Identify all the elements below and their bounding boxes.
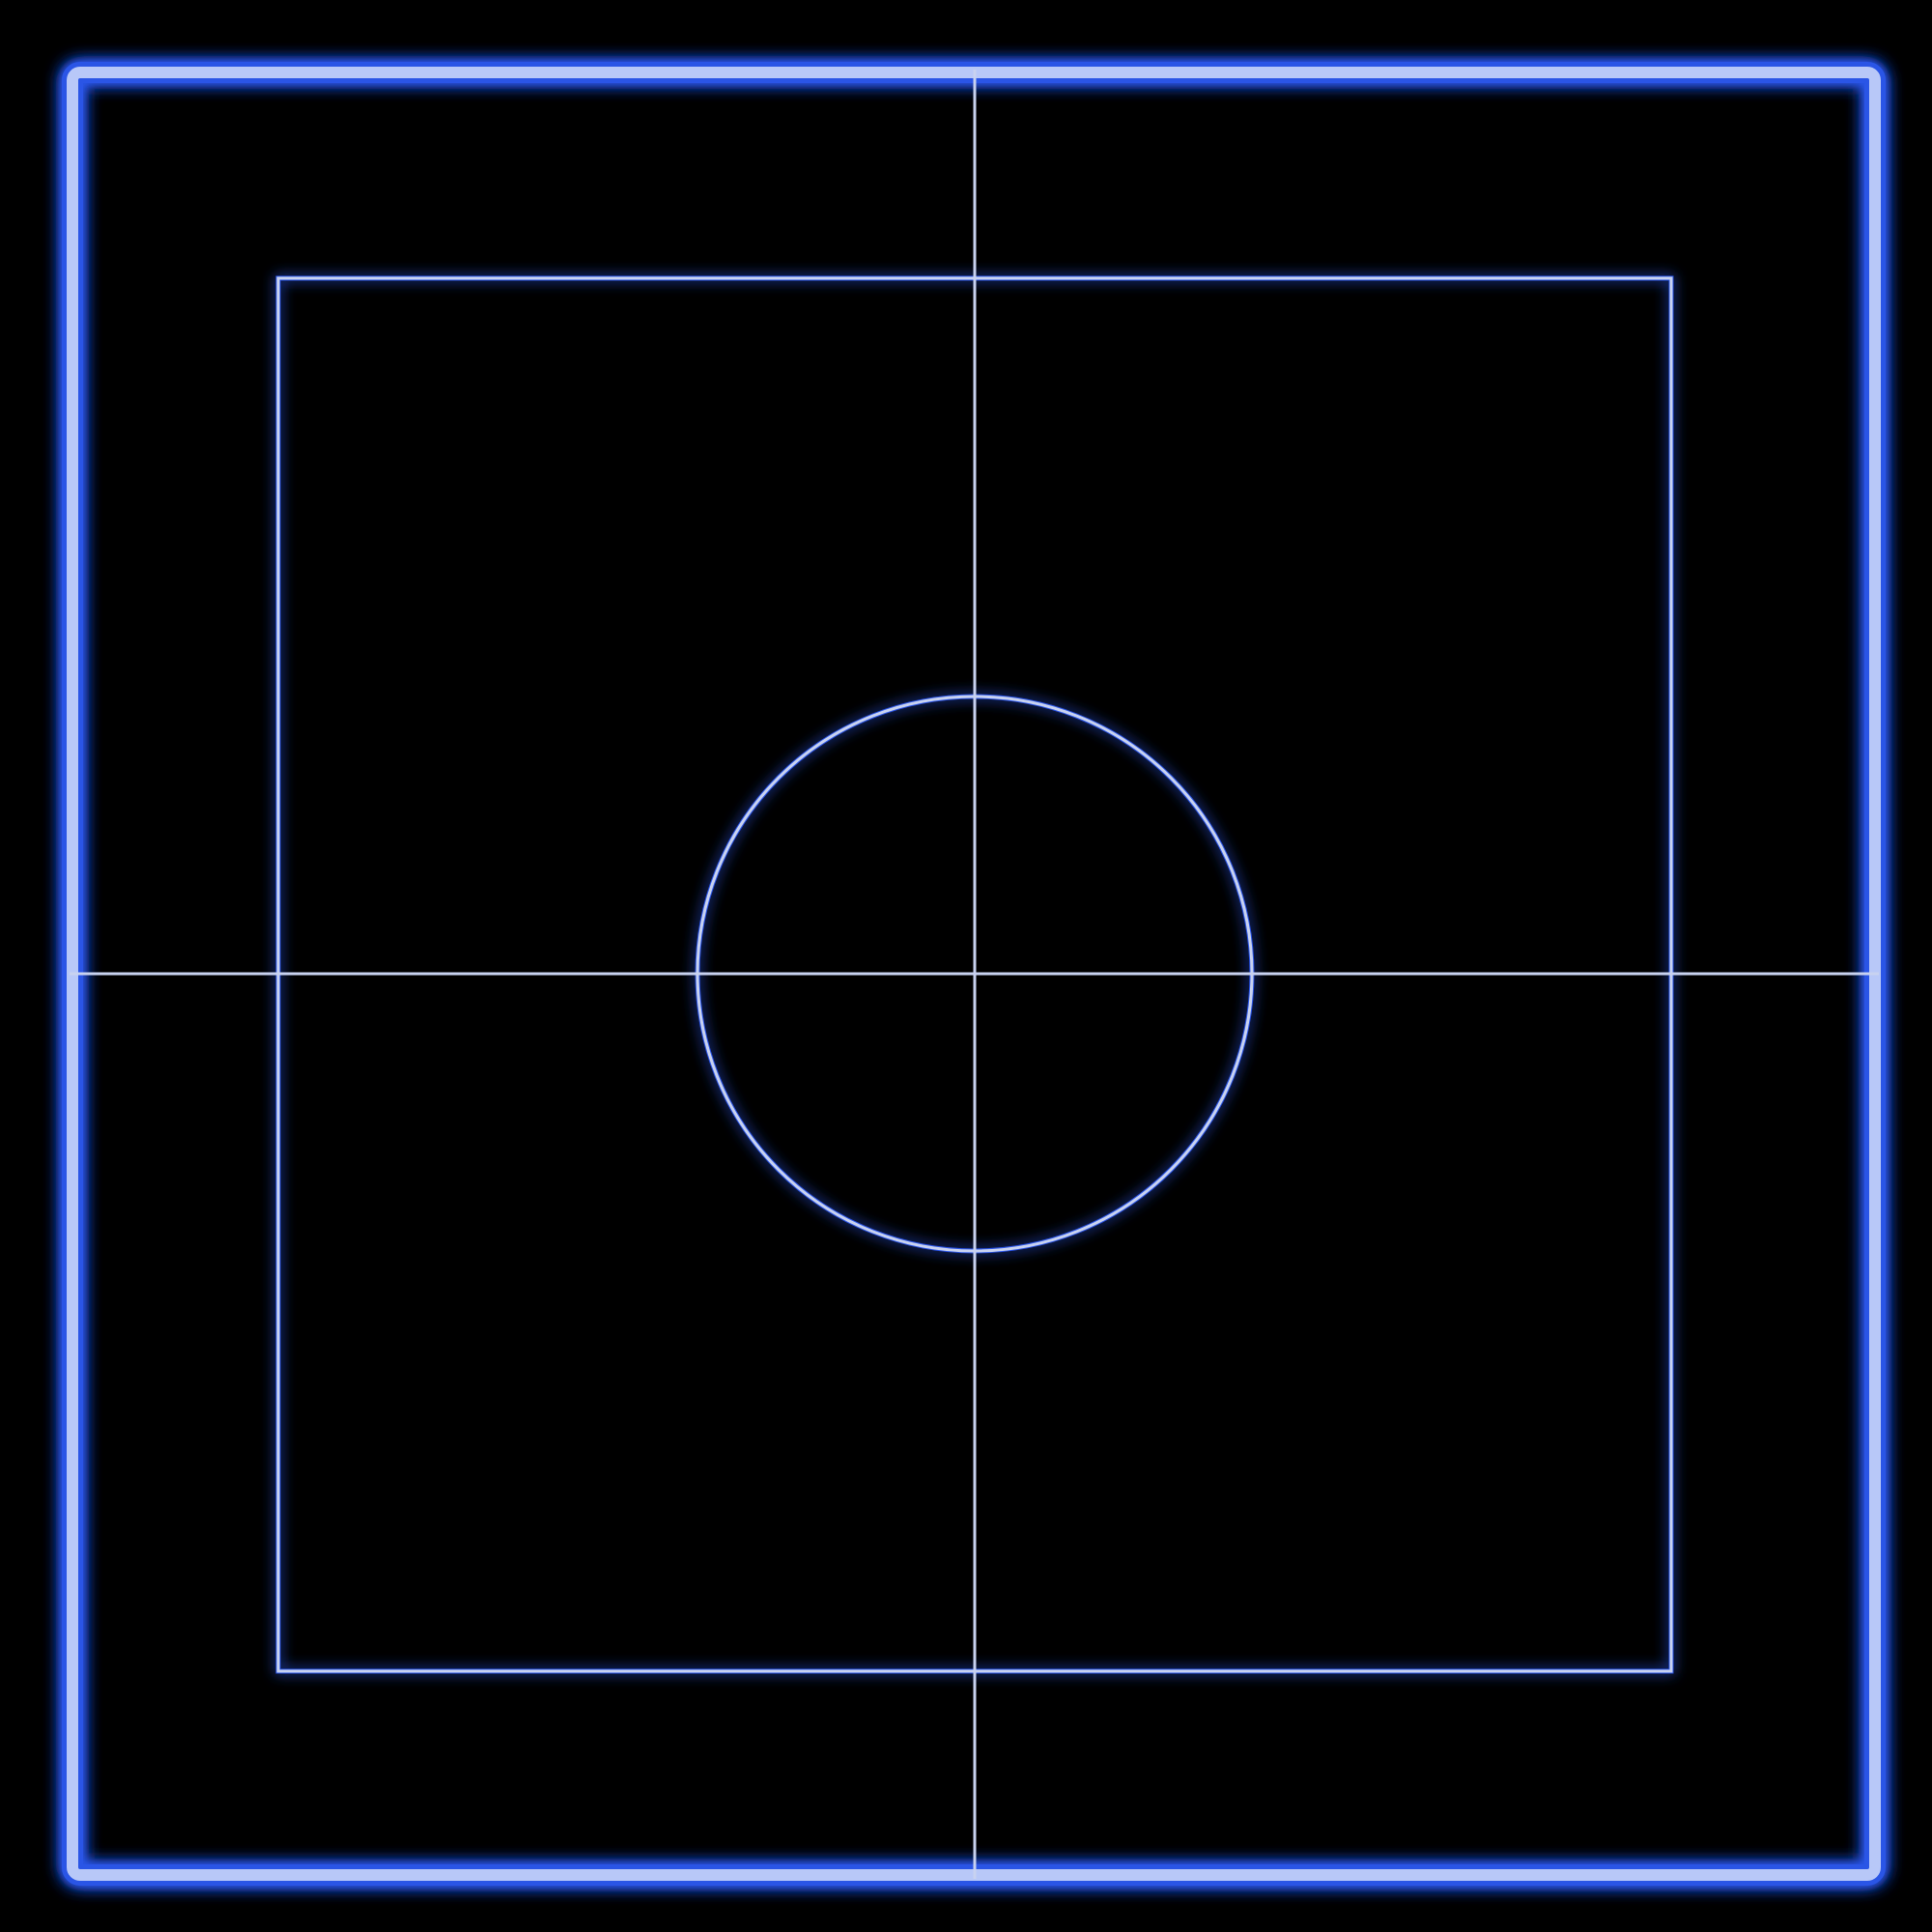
game-canvas	[62, 62, 1886, 1886]
crosshair-grid-scene	[62, 62, 1886, 1886]
